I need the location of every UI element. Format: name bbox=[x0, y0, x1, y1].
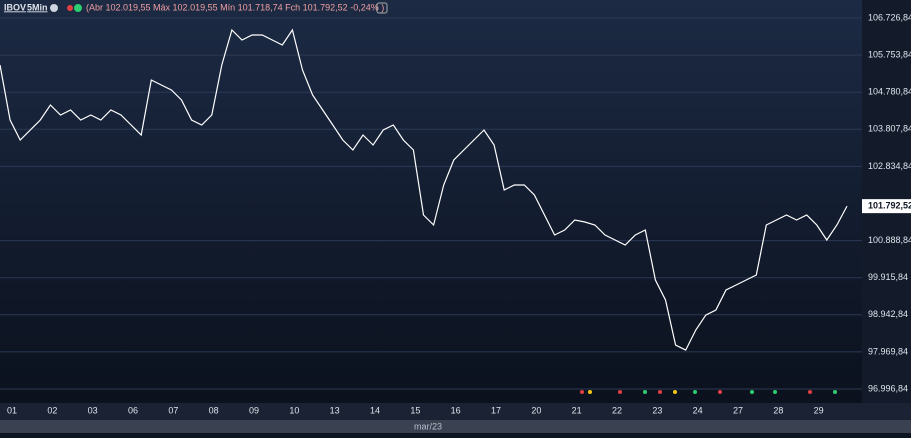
last-price-label: 101.792,52 bbox=[868, 201, 911, 211]
x-tick-label: 06 bbox=[128, 405, 138, 415]
x-tick-label: 29 bbox=[814, 405, 824, 415]
x-tick-label: 16 bbox=[451, 405, 461, 415]
y-tick-label: 103.807,84 bbox=[868, 124, 911, 134]
y-tick-label: 104.780,84 bbox=[868, 87, 911, 97]
last-price-box bbox=[862, 199, 911, 214]
x-tick-label: 10 bbox=[289, 405, 299, 415]
x-tick-label: 22 bbox=[612, 405, 622, 415]
interval: 5Min bbox=[27, 2, 48, 12]
x-tick-label: 17 bbox=[491, 405, 501, 415]
y-tick-label: 99.915,84 bbox=[868, 272, 908, 282]
x-tick-label: 24 bbox=[693, 405, 703, 415]
y-tick-label: 98.942,84 bbox=[868, 309, 908, 319]
x-tick-label: 20 bbox=[531, 405, 541, 415]
status-dot bbox=[67, 5, 73, 11]
y-tick-label: 100.888,84 bbox=[868, 235, 911, 245]
status-dot bbox=[74, 4, 82, 12]
y-tick-label: 97.969,84 bbox=[868, 346, 908, 356]
add-button[interactable] bbox=[376, 2, 388, 14]
y-tick-label: 105.753,84 bbox=[868, 49, 911, 59]
x-tick-label: 28 bbox=[773, 405, 783, 415]
y-tick-label: 102.834,84 bbox=[868, 161, 911, 171]
y-tick-label: 96.996,84 bbox=[868, 383, 908, 393]
x-axis-label: mar/23 bbox=[414, 421, 442, 431]
x-axis-bg bbox=[0, 403, 911, 420]
x-tick-label: 07 bbox=[168, 405, 178, 415]
quote: (Abr 102.019,55 Máx 102.019,55 Mín 101.7… bbox=[86, 2, 384, 12]
x-tick-label: 23 bbox=[652, 405, 662, 415]
x-tick-label: 13 bbox=[330, 405, 340, 415]
price-line bbox=[0, 28, 848, 351]
y-tick-label: 106.726,84 bbox=[868, 12, 911, 22]
x-tick-label: 15 bbox=[410, 405, 420, 415]
x-tick-label: 14 bbox=[370, 405, 380, 415]
x-tick-label: 08 bbox=[209, 405, 219, 415]
x-tick-label: 01 bbox=[7, 405, 17, 415]
month-bar bbox=[0, 420, 911, 433]
x-tick-label: 03 bbox=[88, 405, 98, 415]
x-tick-label: 21 bbox=[572, 405, 582, 415]
settings-icon[interactable] bbox=[50, 4, 58, 12]
x-tick-label: 27 bbox=[733, 405, 743, 415]
x-tick-label: 09 bbox=[249, 405, 259, 415]
symbol: IBOV bbox=[4, 2, 26, 12]
plot-bg bbox=[0, 0, 862, 403]
signals bbox=[580, 390, 837, 394]
x-tick-label: 02 bbox=[47, 405, 57, 415]
